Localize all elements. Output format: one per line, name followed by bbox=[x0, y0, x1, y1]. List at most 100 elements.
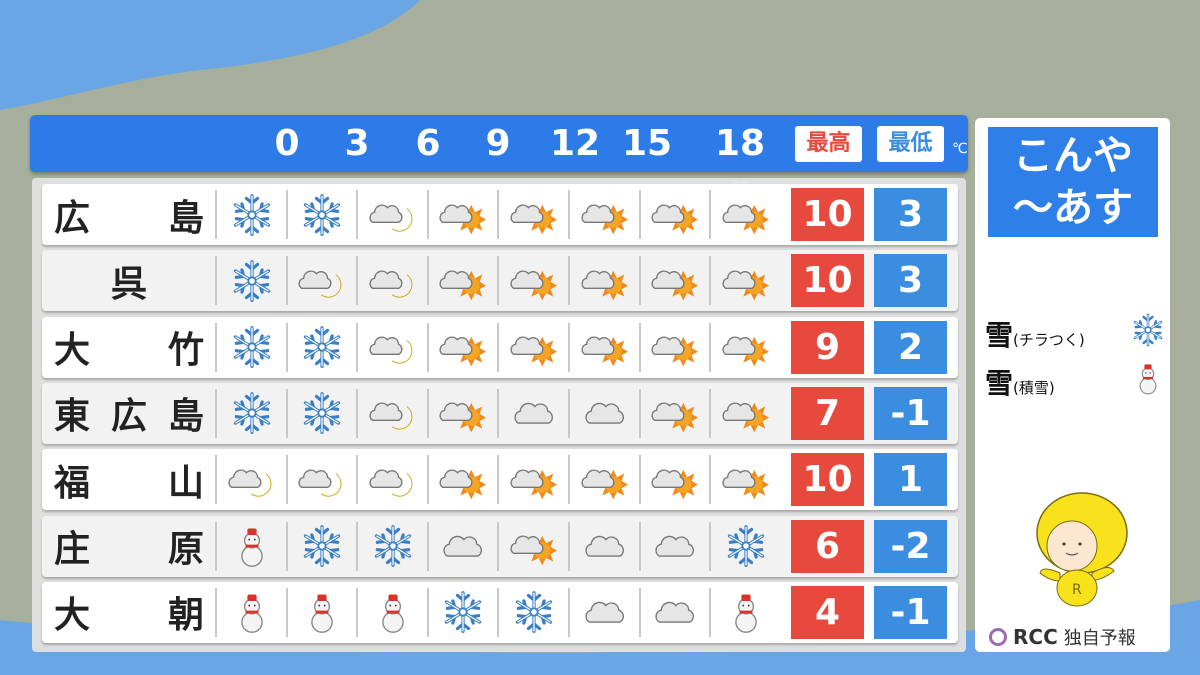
cloud-sun-icon bbox=[438, 390, 488, 436]
forecast-cell bbox=[215, 322, 286, 372]
cloud-sun-icon bbox=[721, 258, 771, 304]
forecast-cell bbox=[638, 521, 710, 571]
snowman-icon bbox=[227, 589, 277, 635]
table-row: 広島 10 3 bbox=[42, 184, 958, 245]
cloud-sun-icon bbox=[650, 324, 700, 370]
hour-label: 12 bbox=[549, 123, 601, 164]
table-row: 福山 10 1 bbox=[42, 449, 958, 511]
snow-icon bbox=[297, 523, 347, 569]
cloud-sun-icon bbox=[438, 457, 488, 503]
forecast-cell bbox=[285, 388, 357, 438]
high-temp: 10 bbox=[791, 188, 864, 241]
high-temp: 9 bbox=[791, 320, 864, 374]
cloud-sun-icon bbox=[438, 192, 488, 238]
cloud-sun-icon bbox=[650, 390, 700, 436]
legend-snow-light: 雪(チラつく) bbox=[985, 314, 1085, 354]
forecast-cell bbox=[568, 455, 639, 505]
location-name: 東広島 bbox=[54, 396, 204, 438]
snow-icon bbox=[509, 589, 559, 635]
unit-label: ℃ bbox=[952, 141, 968, 157]
low-temp: -1 bbox=[874, 585, 947, 639]
hour-label: 15 bbox=[621, 123, 673, 164]
cloud-sun-icon bbox=[650, 192, 700, 238]
forecast-cell bbox=[356, 521, 427, 571]
cloud-moon-icon bbox=[368, 457, 418, 503]
forecast-cell bbox=[638, 388, 710, 438]
cloud-moon-icon bbox=[368, 192, 418, 238]
cloud-moon-icon bbox=[368, 324, 418, 370]
forecast-cell bbox=[215, 388, 286, 438]
forecast-cell bbox=[356, 256, 427, 306]
forecast-cell bbox=[356, 190, 427, 239]
cloud-sun-icon bbox=[509, 457, 559, 503]
forecast-cell bbox=[497, 322, 568, 372]
cloud-icon bbox=[509, 390, 559, 436]
cloud-sun-icon bbox=[509, 324, 559, 370]
forecast-cell bbox=[285, 455, 357, 505]
side-panel: こんや 〜あす 雪(チラつく) 雪(積雪) R RCC 独自予報 bbox=[975, 118, 1170, 652]
forecast-cell bbox=[568, 388, 639, 438]
cloud-sun-icon bbox=[580, 324, 630, 370]
cloud-icon bbox=[650, 589, 700, 635]
location-name: 大朝 bbox=[54, 595, 204, 637]
table-row: 東広島 7 -1 bbox=[42, 382, 958, 444]
forecast-cell bbox=[568, 190, 639, 239]
snowman-icon bbox=[227, 523, 277, 569]
snow-icon bbox=[438, 589, 488, 635]
forecast-cell bbox=[709, 190, 780, 239]
hour-label: 0 bbox=[274, 123, 300, 164]
forecast-cell bbox=[285, 521, 357, 571]
snow-icon bbox=[227, 258, 277, 304]
high-temp: 4 bbox=[791, 585, 864, 639]
low-temp: 3 bbox=[874, 254, 947, 308]
forecast-cell bbox=[568, 587, 639, 637]
snowman-icon bbox=[721, 589, 771, 635]
forecast-cell bbox=[638, 455, 710, 505]
forecast-cell bbox=[638, 322, 710, 372]
snow-icon bbox=[227, 390, 277, 436]
cloud-icon bbox=[580, 589, 630, 635]
cloud-sun-icon bbox=[580, 192, 630, 238]
forecast-cell bbox=[568, 256, 639, 306]
low-temp: 3 bbox=[874, 188, 947, 241]
cloud-moon-icon bbox=[297, 258, 347, 304]
snow-icon bbox=[227, 192, 277, 238]
hour-label: 6 bbox=[415, 123, 441, 164]
location-name: 庄原 bbox=[54, 529, 204, 570]
forecast-cell bbox=[215, 455, 286, 505]
forecast-cell bbox=[638, 587, 710, 637]
high-temp: 6 bbox=[791, 519, 864, 573]
cloud-moon-icon bbox=[368, 390, 418, 436]
low-temp: 2 bbox=[874, 320, 947, 374]
table-row: 呉 10 3 bbox=[42, 250, 958, 312]
forecast-cell bbox=[426, 455, 498, 505]
location-name: 広島 bbox=[54, 197, 204, 239]
cloud-sun-icon bbox=[721, 324, 771, 370]
cloud-sun-icon bbox=[650, 457, 700, 503]
forecast-cell bbox=[426, 190, 498, 239]
lemon-mascot: R bbox=[1036, 492, 1128, 607]
high-label: 最高 bbox=[795, 126, 862, 162]
snow-icon bbox=[227, 324, 277, 370]
forecast-cell bbox=[285, 190, 357, 239]
low-label: 最低 bbox=[877, 126, 944, 162]
forecast-table: 広島 10 3 呉 10 3 大竹 9 2 東広島 7 -1 福山 10 1 庄原 6 -2 大朝 4 -1 bbox=[32, 178, 966, 652]
forecast-cell bbox=[709, 388, 780, 438]
forecast-cell bbox=[497, 388, 568, 438]
location-name: 呉 bbox=[110, 263, 147, 305]
forecast-cell bbox=[426, 388, 498, 438]
snow-icon bbox=[1130, 312, 1166, 348]
forecast-cell bbox=[568, 521, 639, 571]
cloud-icon bbox=[580, 523, 630, 569]
forecast-cell bbox=[709, 587, 780, 637]
snowman-icon bbox=[368, 589, 418, 635]
forecast-cell bbox=[285, 587, 357, 637]
forecast-cell bbox=[497, 587, 568, 637]
forecast-cell bbox=[285, 256, 357, 306]
cloud-sun-icon bbox=[438, 258, 488, 304]
forecast-cell bbox=[356, 322, 427, 372]
forecast-cell bbox=[215, 521, 286, 571]
location-name: 大竹 bbox=[54, 330, 204, 372]
